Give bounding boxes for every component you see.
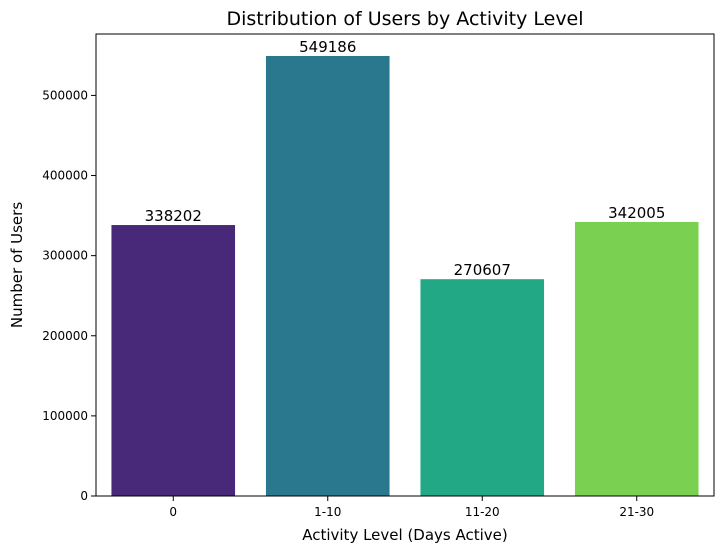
plot-frame (95, 33, 715, 497)
y-tick-label-200000: 200000 (42, 329, 88, 343)
plot-area: 338202 549186 270607 342005 0 1-10 11-20 21-30… (42, 33, 715, 519)
data-label-1-10: 549186 (299, 38, 356, 56)
y-tick-label-100000: 100000 (42, 409, 88, 423)
x-tick-label-21-30: 21-30 (619, 505, 654, 519)
bar-0 (111, 225, 236, 496)
bar-1-10 (265, 55, 390, 497)
x-axis-label: Activity Level (Days Active) (302, 526, 508, 544)
bar-11-20 (420, 279, 545, 496)
chart-title: Distribution of Users by Activity Level (226, 8, 583, 30)
y-axis-label: Number of Users (8, 202, 26, 328)
data-label-11-20: 270607 (454, 261, 511, 279)
x-tick-label-1-10: 1-10 (314, 505, 341, 519)
bars-group (111, 55, 699, 497)
y-tick-label-500000: 500000 (42, 88, 88, 102)
y-axis-ticks: 0 100000 200000 300000 400000 500000 (42, 88, 96, 503)
y-tick-label-0: 0 (80, 489, 88, 503)
data-label-0: 338202 (145, 207, 202, 225)
x-axis-ticks: 0 1-10 11-20 21-30 (169, 496, 654, 519)
data-labels-group: 338202 549186 270607 342005 (145, 38, 666, 279)
y-tick-label-400000: 400000 (42, 169, 88, 183)
bar-21-30 (574, 221, 699, 496)
x-tick-label-11-20: 11-20 (465, 505, 500, 519)
x-tick-label-0: 0 (169, 505, 177, 519)
data-label-21-30: 342005 (608, 204, 665, 222)
y-tick-label-300000: 300000 (42, 249, 88, 263)
